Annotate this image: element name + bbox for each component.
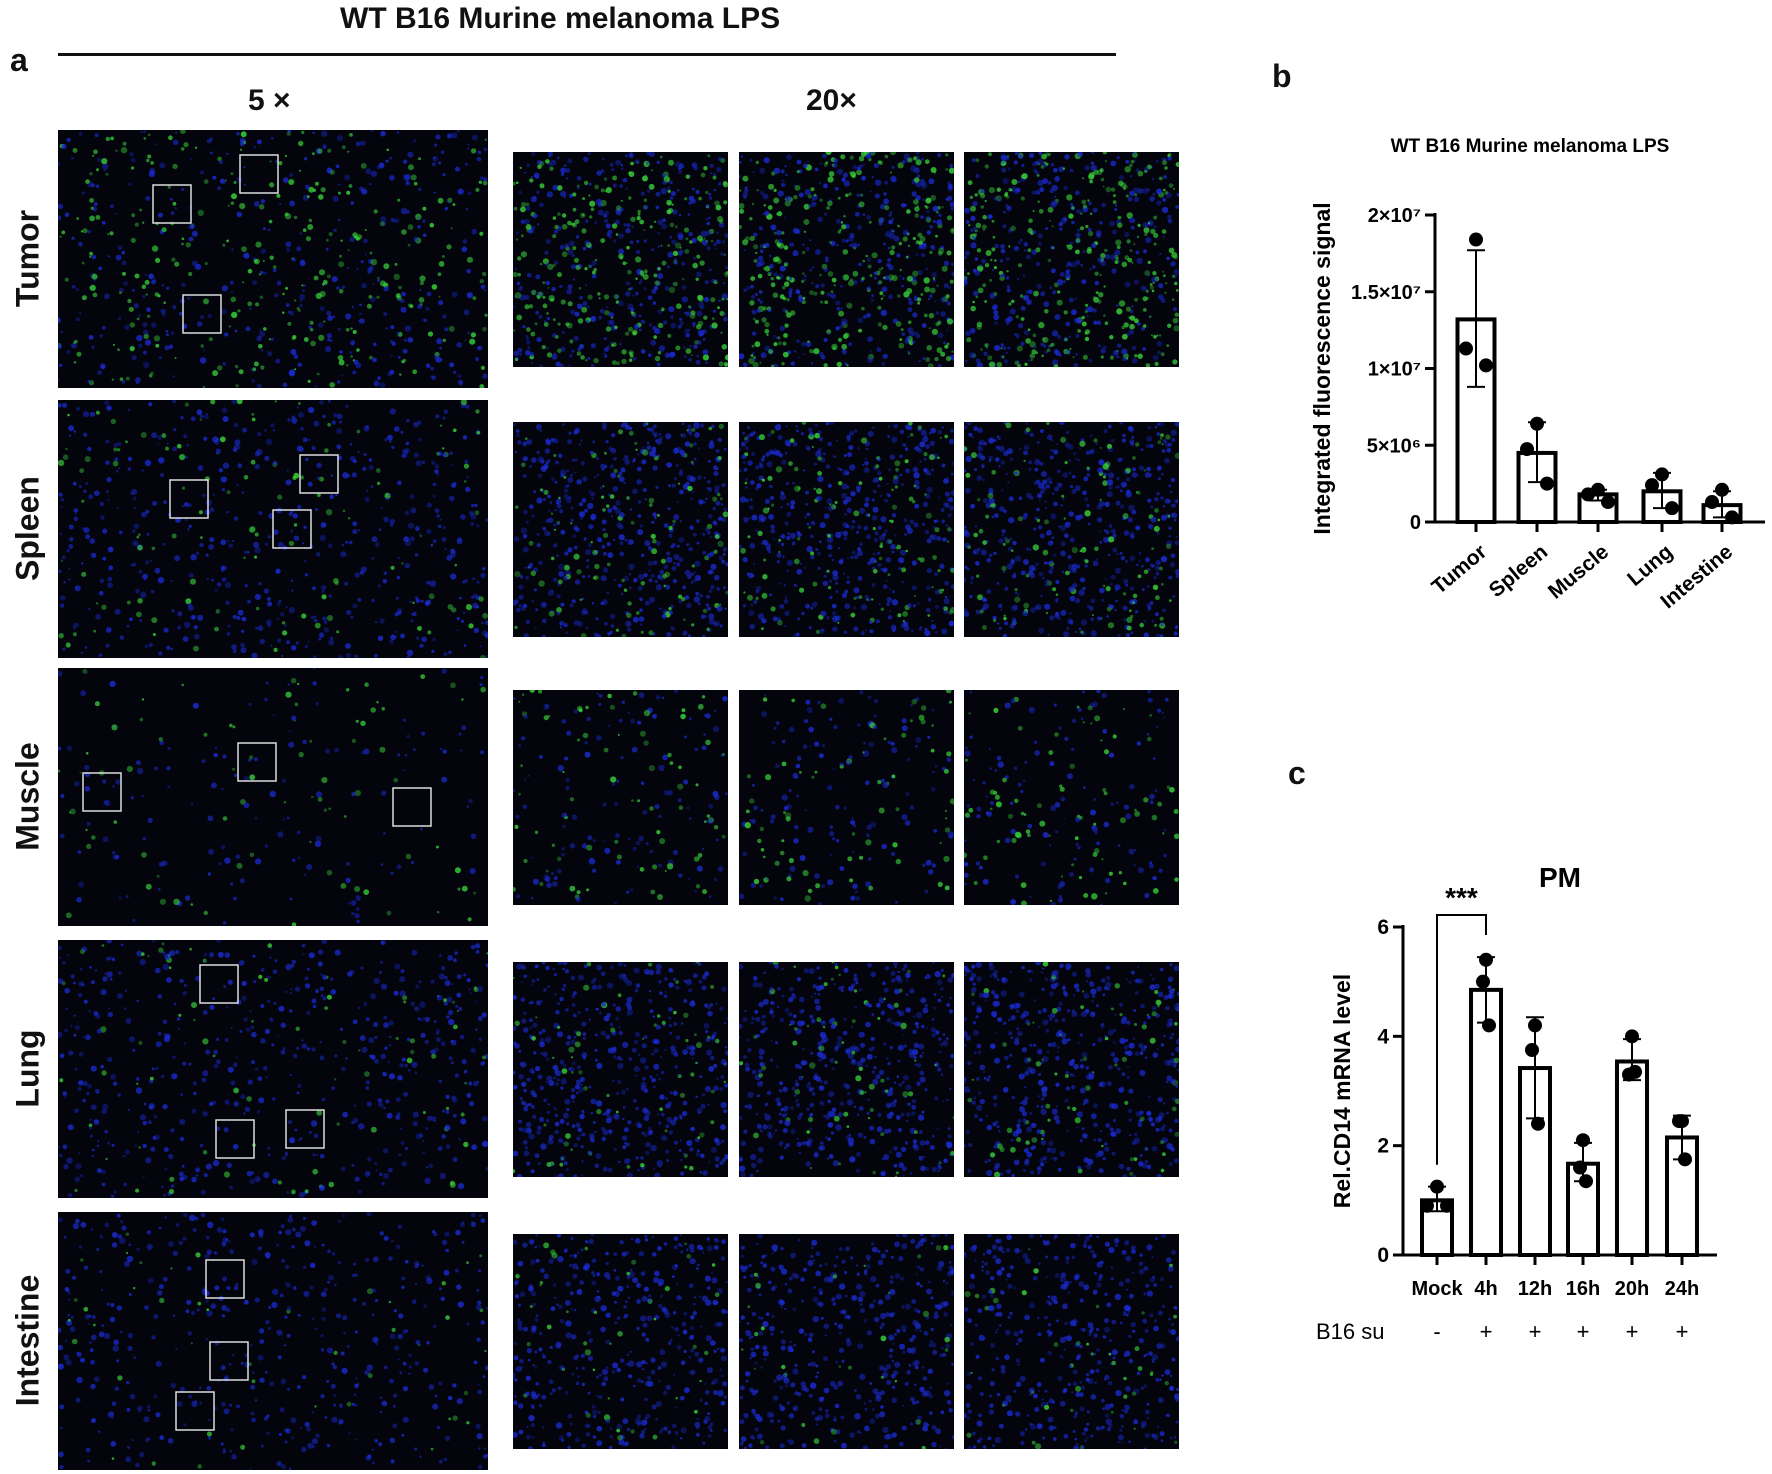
chart-1-y-tick-label: 0 [1377, 1244, 1389, 1267]
chart-0-x-tick-label: Muscle [1544, 540, 1613, 603]
chart-0-data-point [1715, 482, 1729, 497]
chart-0-x-tick-label: Lung [1623, 540, 1677, 591]
chart-1-data-point [1628, 1064, 1642, 1079]
chart-1-treatment-sign: + [1626, 1319, 1639, 1344]
chart-1-data-point [1625, 1029, 1639, 1044]
chart-1-treatment-sign: + [1529, 1319, 1542, 1344]
micrograph-20x-intestine-3 [964, 1234, 1179, 1449]
chart-0-y-axis-label: Integrated fluorescence signal [1309, 202, 1335, 534]
title-underline [58, 53, 1116, 56]
chart-1-y-tick-label: 6 [1377, 916, 1389, 939]
micrograph-20x-intestine-2 [739, 1234, 954, 1449]
chart-1-y-tick-label: 2 [1377, 1135, 1389, 1158]
micrograph-20x-tumor-1 [513, 152, 728, 367]
chart-1-data-point [1482, 1018, 1496, 1033]
chart-0-y-tick-label: 0 [1410, 512, 1421, 534]
chart-1-data-point [1440, 1198, 1454, 1213]
panel-a-label: a [10, 42, 28, 78]
micrograph-20x-tumor-3 [964, 152, 1179, 367]
chart-1-significance-label: *** [1445, 882, 1478, 913]
micrograph-5x-muscle [58, 668, 488, 926]
micrograph-20x-lung-3 [964, 962, 1179, 1177]
chart-1-y-axis-label: Rel.CD14 mRNA level [1329, 974, 1355, 1208]
chart-1-bar-20h [1615, 1059, 1649, 1257]
micrograph-20x-spleen-2 [739, 422, 954, 637]
panel-b-label: b [1272, 58, 1292, 94]
chart-0-title: WT B16 Murine melanoma LPS [1391, 136, 1670, 157]
chart-1-x-tick-label: 12h [1518, 1278, 1552, 1300]
micrograph-20x-tumor-2 [739, 152, 954, 367]
chart-0-data-point [1459, 341, 1473, 356]
chart-1-treatment-sign: - [1433, 1319, 1440, 1344]
chart-0-data-point [1665, 501, 1679, 516]
chart-0-data-point [1705, 495, 1719, 510]
chart-0-data-point [1479, 358, 1493, 373]
micrograph-5x-tumor [58, 130, 488, 388]
chart-1-treatment-sign: + [1480, 1319, 1493, 1344]
chart-1-x-tick-label: 20h [1615, 1278, 1649, 1300]
chart-1-treatment-label: B16 su [1316, 1319, 1385, 1344]
chart-1-y-tick-label: 4 [1377, 1025, 1389, 1048]
chart-0-data-point [1530, 416, 1544, 431]
col-header-5x: 5 × [248, 84, 291, 117]
chart-1-data-point [1528, 1018, 1542, 1033]
micrograph-5x-intestine [58, 1212, 488, 1470]
chart-1-bar-4h [1469, 987, 1503, 1257]
chart-1-data-point [1531, 1116, 1545, 1131]
chart-0-data-point [1469, 232, 1483, 247]
micrograph-20x-spleen-1 [513, 422, 728, 637]
micrograph-5x-lung [58, 940, 488, 1198]
chart-1-data-point [1678, 1152, 1692, 1167]
chart-1-title: PM [1539, 862, 1581, 893]
chart-1-significance-bracket [1436, 914, 1487, 1165]
chart-0-data-point [1540, 476, 1554, 491]
chart-0-data-point [1645, 478, 1659, 493]
micrograph-20x-muscle-1 [513, 690, 728, 905]
chart-0-data-point [1601, 495, 1615, 510]
chart-1-data-point [1576, 1133, 1590, 1148]
chart-1-x-tick-label: 24h [1665, 1278, 1699, 1300]
chart-1-data-point [1430, 1179, 1444, 1194]
chart-0-x-tick-label: Tumor [1428, 540, 1492, 599]
chart-1-data-point [1476, 974, 1490, 989]
chart-1-data-point [1420, 1198, 1434, 1213]
panel-a-title: WT B16 Murine melanoma LPS [340, 2, 781, 35]
micrograph-20x-muscle-2 [739, 690, 954, 905]
chart-1-data-point [1672, 1114, 1686, 1129]
chart-0-y-tick-label: 1×10⁷ [1368, 359, 1421, 381]
chart-0-y-tick-label: 5×10⁶ [1367, 435, 1421, 457]
chart-1-data-point [1573, 1160, 1587, 1175]
chart-0-y-tick-label: 2×10⁷ [1368, 205, 1421, 227]
chart-0-data-point [1655, 467, 1669, 482]
chart-0-x-tick-label: Spleen [1485, 540, 1553, 602]
chart-1-treatment-sign: + [1676, 1319, 1689, 1344]
micrograph-20x-muscle-3 [964, 690, 1179, 905]
chart-1-treatment-sign: + [1577, 1319, 1590, 1344]
col-header-20x: 20× [806, 84, 857, 117]
chart-1-data-point [1525, 1043, 1539, 1057]
chart-0-y-tick-label: 1.5×10⁷ [1351, 282, 1421, 304]
micrograph-20x-spleen-3 [964, 422, 1179, 637]
micrograph-20x-lung-1 [513, 962, 728, 1177]
chart-0-data-point [1520, 442, 1534, 457]
chart-0-data-point [1581, 487, 1595, 502]
micrograph-5x-spleen [58, 400, 488, 658]
chart-1-data-point [1479, 952, 1493, 967]
chart-0-data-point [1725, 510, 1739, 525]
panel-c-label: c [1288, 755, 1306, 791]
chart-1-x-tick-label: 4h [1474, 1278, 1497, 1300]
chart-1-data-point [1579, 1174, 1593, 1189]
chart-1-x-tick-label: 16h [1566, 1278, 1600, 1300]
chart-1-x-tick-label: Mock [1411, 1278, 1463, 1300]
micrograph-20x-lung-2 [739, 962, 954, 1177]
micrograph-20x-intestine-1 [513, 1234, 728, 1449]
